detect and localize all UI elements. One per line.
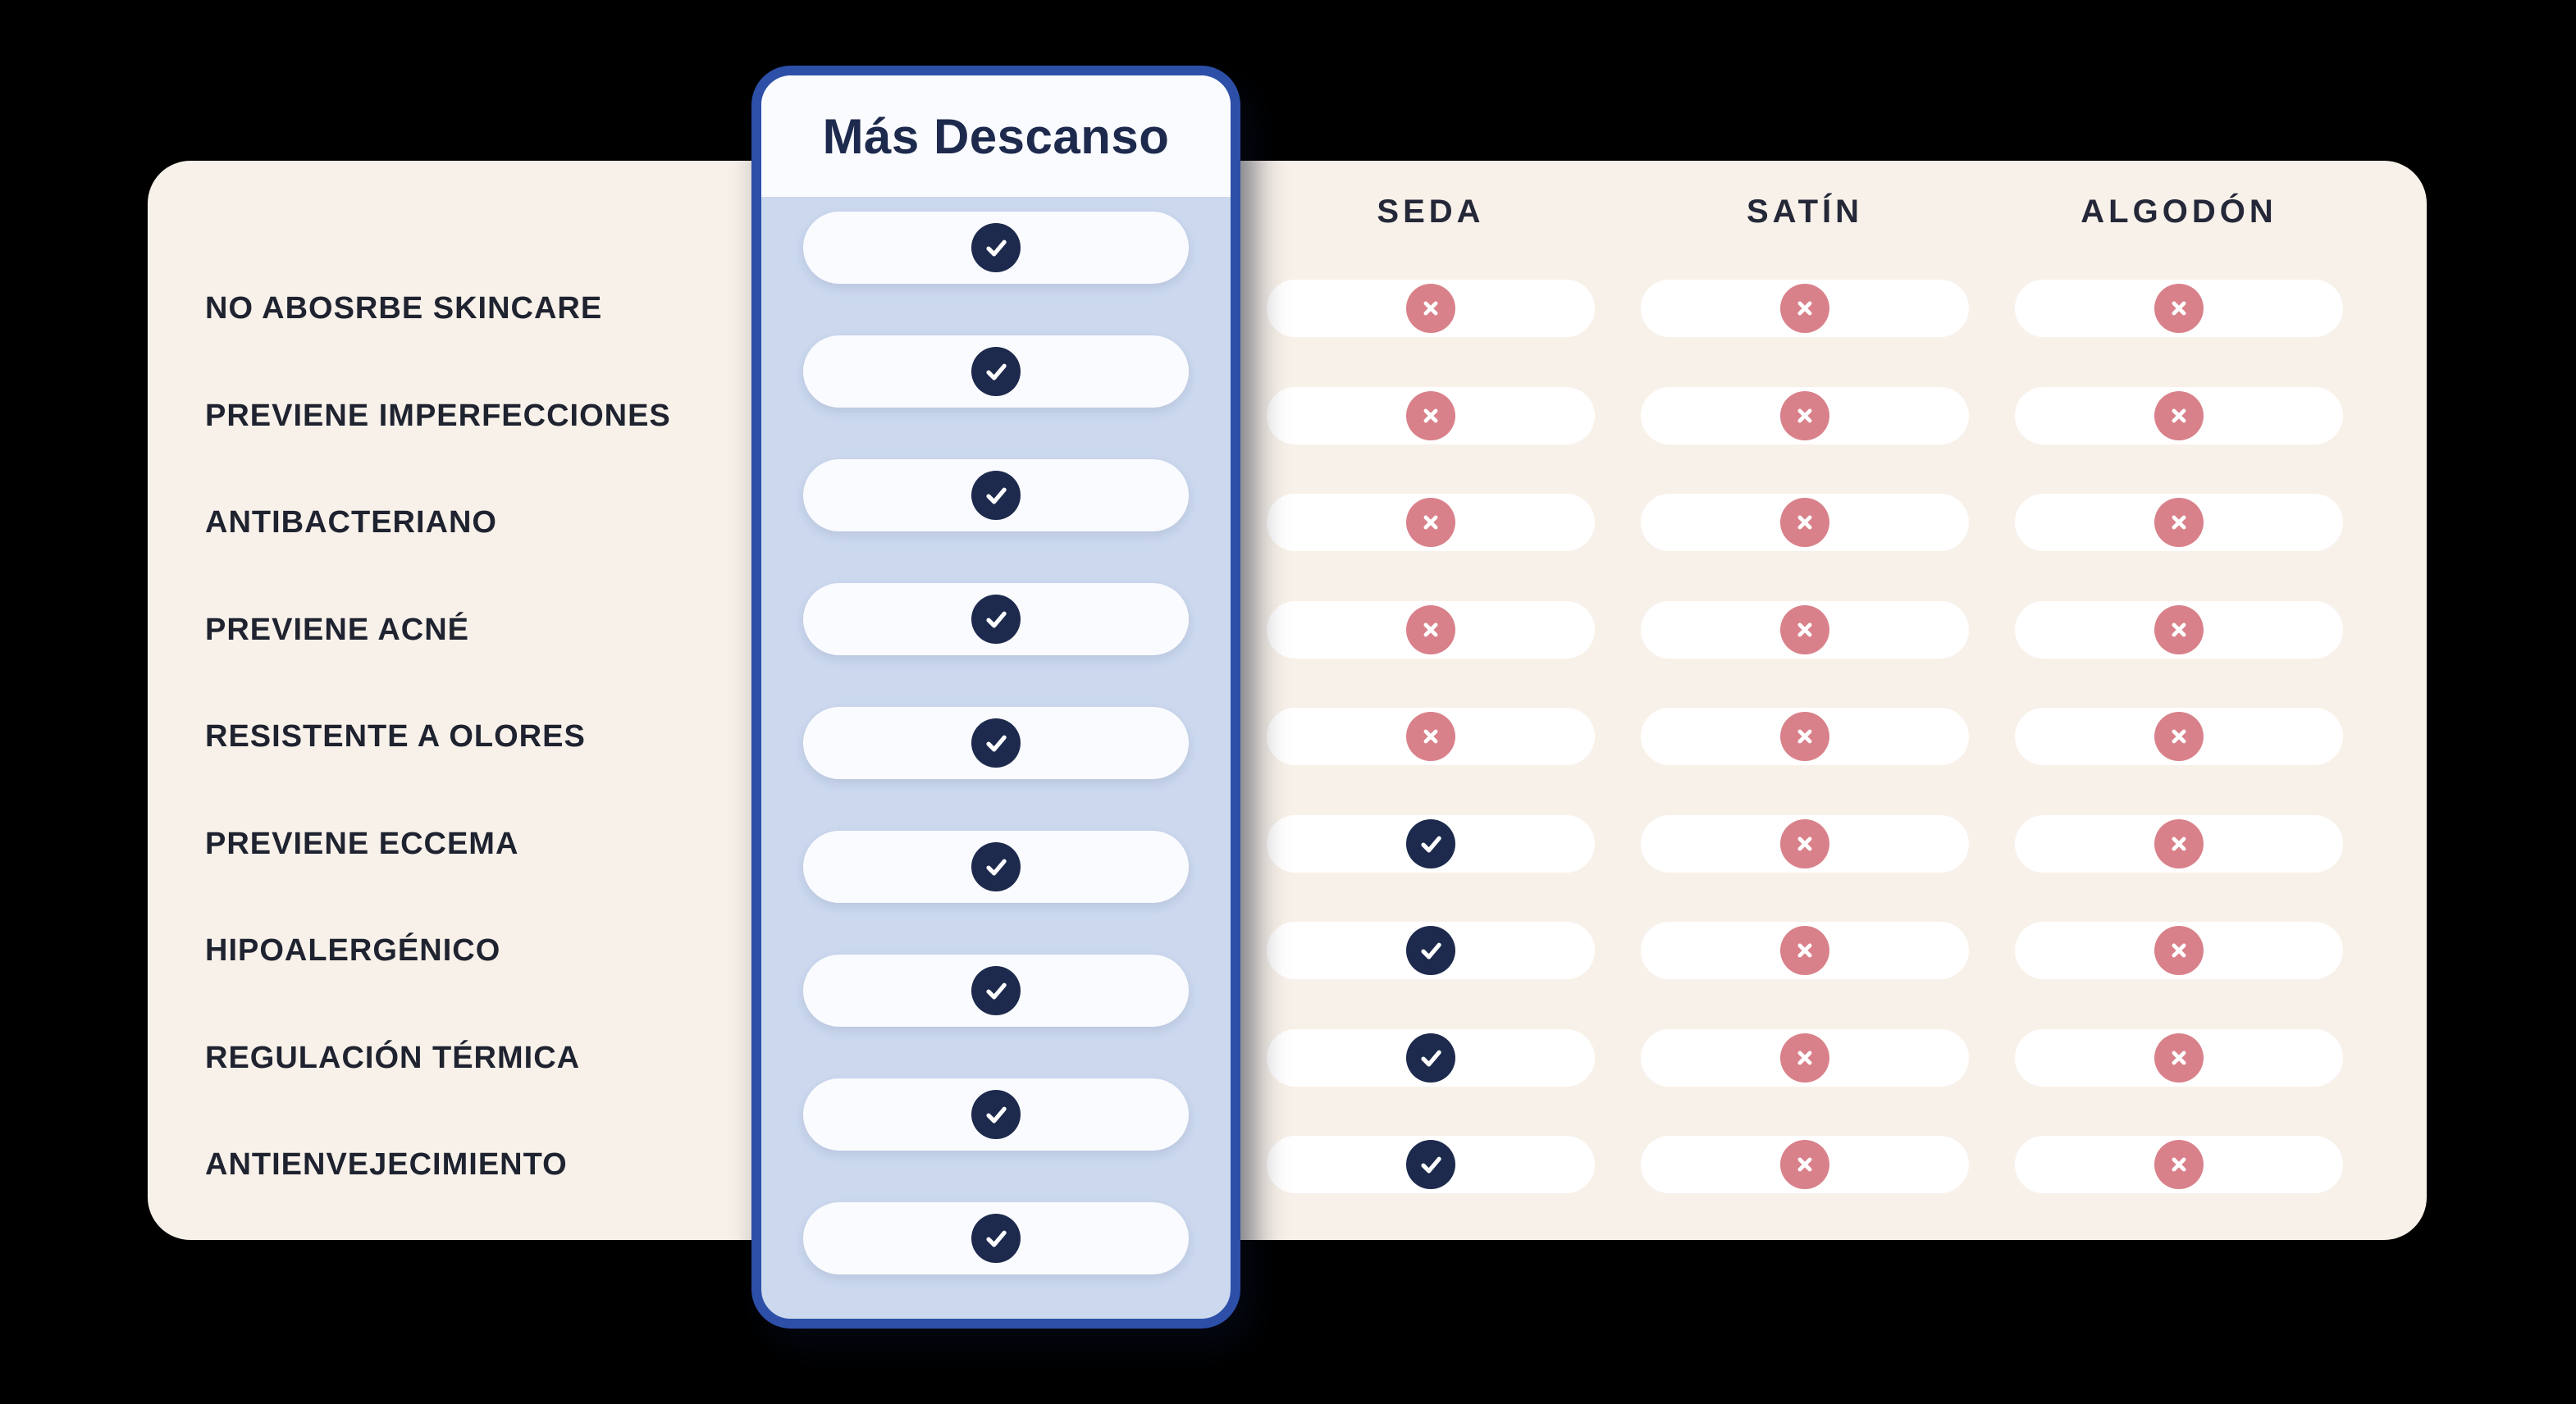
brand-check-pill <box>803 1078 1189 1151</box>
x-icon <box>2154 1032 2204 1083</box>
brand-check-pill <box>803 212 1189 284</box>
feature-label: NO ABOSRBE SKINCARE <box>205 291 603 326</box>
table-cell <box>2015 922 2343 979</box>
check-icon <box>1406 1032 1455 1083</box>
table-cell <box>2015 708 2343 765</box>
x-icon <box>2154 498 2204 547</box>
x-icon <box>1780 1140 1829 1189</box>
check-icon <box>971 842 1021 891</box>
table-cell <box>1267 1136 1595 1193</box>
table-cell <box>1267 708 1595 765</box>
check-icon <box>1406 818 1455 868</box>
column-header: SATÍN <box>1746 194 1864 230</box>
table-cell <box>2015 1028 2343 1087</box>
table-cell <box>2015 600 2343 659</box>
check-icon <box>971 471 1021 520</box>
check-icon <box>971 595 1021 644</box>
table-cell <box>1267 494 1595 551</box>
brand-check-pill <box>803 707 1189 779</box>
table-cell <box>2015 814 2343 873</box>
table-cell <box>1641 494 1969 551</box>
table-cell <box>1267 1028 1595 1087</box>
brand-header: Más Descanso <box>761 75 1231 197</box>
x-icon <box>2154 1140 2204 1189</box>
table-cell <box>1267 922 1595 979</box>
table-cell <box>1641 922 1969 979</box>
feature-label: PREVIENE IMPERFECCIONES <box>205 398 671 433</box>
x-icon <box>2154 712 2204 761</box>
x-icon <box>1406 284 1455 333</box>
check-icon <box>971 1090 1021 1139</box>
x-icon <box>1780 1032 1829 1083</box>
x-icon <box>1780 284 1829 333</box>
x-icon <box>1780 926 1829 975</box>
table-cell <box>1641 1136 1969 1193</box>
feature-label: PREVIENE ECCEMA <box>205 826 519 861</box>
table-cell <box>1641 708 1969 765</box>
x-icon <box>1406 712 1455 761</box>
check-icon <box>1406 1140 1455 1189</box>
feature-label: REGULACIÓN TÉRMICA <box>205 1040 581 1075</box>
table-cell <box>1641 814 1969 873</box>
table-cell <box>1641 1028 1969 1087</box>
table-cell <box>2015 280 2343 337</box>
check-icon <box>971 718 1021 768</box>
x-icon <box>1780 712 1829 761</box>
brand-check-pill <box>803 583 1189 655</box>
brand-column: Más Descanso <box>751 66 1240 1329</box>
table-cell <box>1267 280 1595 337</box>
check-icon <box>971 966 1021 1015</box>
table-cell <box>2015 1136 2343 1193</box>
brand-check-pill <box>803 335 1189 408</box>
table-cell <box>1267 814 1595 873</box>
check-icon <box>971 1214 1021 1263</box>
x-icon <box>1406 390 1455 440</box>
x-icon <box>2154 604 2204 654</box>
column-header: SEDA <box>1377 194 1485 230</box>
brand-check-pill <box>803 831 1189 903</box>
check-icon <box>971 347 1021 396</box>
x-icon <box>2154 818 2204 868</box>
feature-label: PREVIENE ACNÉ <box>205 612 469 647</box>
x-icon <box>1406 604 1455 654</box>
feature-label: HIPOALERGÉNICO <box>205 933 501 968</box>
x-icon <box>1780 604 1829 654</box>
brand-check-pill <box>803 955 1189 1027</box>
x-icon <box>1780 498 1829 547</box>
brand-pill-list <box>761 197 1231 1274</box>
table-cell <box>1267 600 1595 659</box>
brand-check-pill <box>803 459 1189 531</box>
check-icon <box>1406 926 1455 975</box>
table-cell <box>2015 386 2343 444</box>
table-cell <box>1267 386 1595 444</box>
x-icon <box>1780 390 1829 440</box>
column-header: ALGODÓN <box>2080 194 2277 230</box>
x-icon <box>1406 498 1455 547</box>
table-cell <box>1641 386 1969 444</box>
table-cell <box>1641 600 1969 659</box>
x-icon <box>2154 284 2204 333</box>
x-icon <box>2154 390 2204 440</box>
table-cell <box>1641 280 1969 337</box>
brand-logo: Más Descanso <box>822 108 1170 164</box>
feature-label: ANTIENVEJECIMIENTO <box>205 1147 568 1182</box>
feature-label: RESISTENTE A OLORES <box>205 719 586 754</box>
check-icon <box>971 223 1021 272</box>
x-icon <box>2154 926 2204 975</box>
x-icon <box>1780 818 1829 868</box>
table-cell <box>2015 494 2343 551</box>
brand-check-pill <box>803 1202 1189 1274</box>
feature-label: ANTIBACTERIANO <box>205 505 497 540</box>
